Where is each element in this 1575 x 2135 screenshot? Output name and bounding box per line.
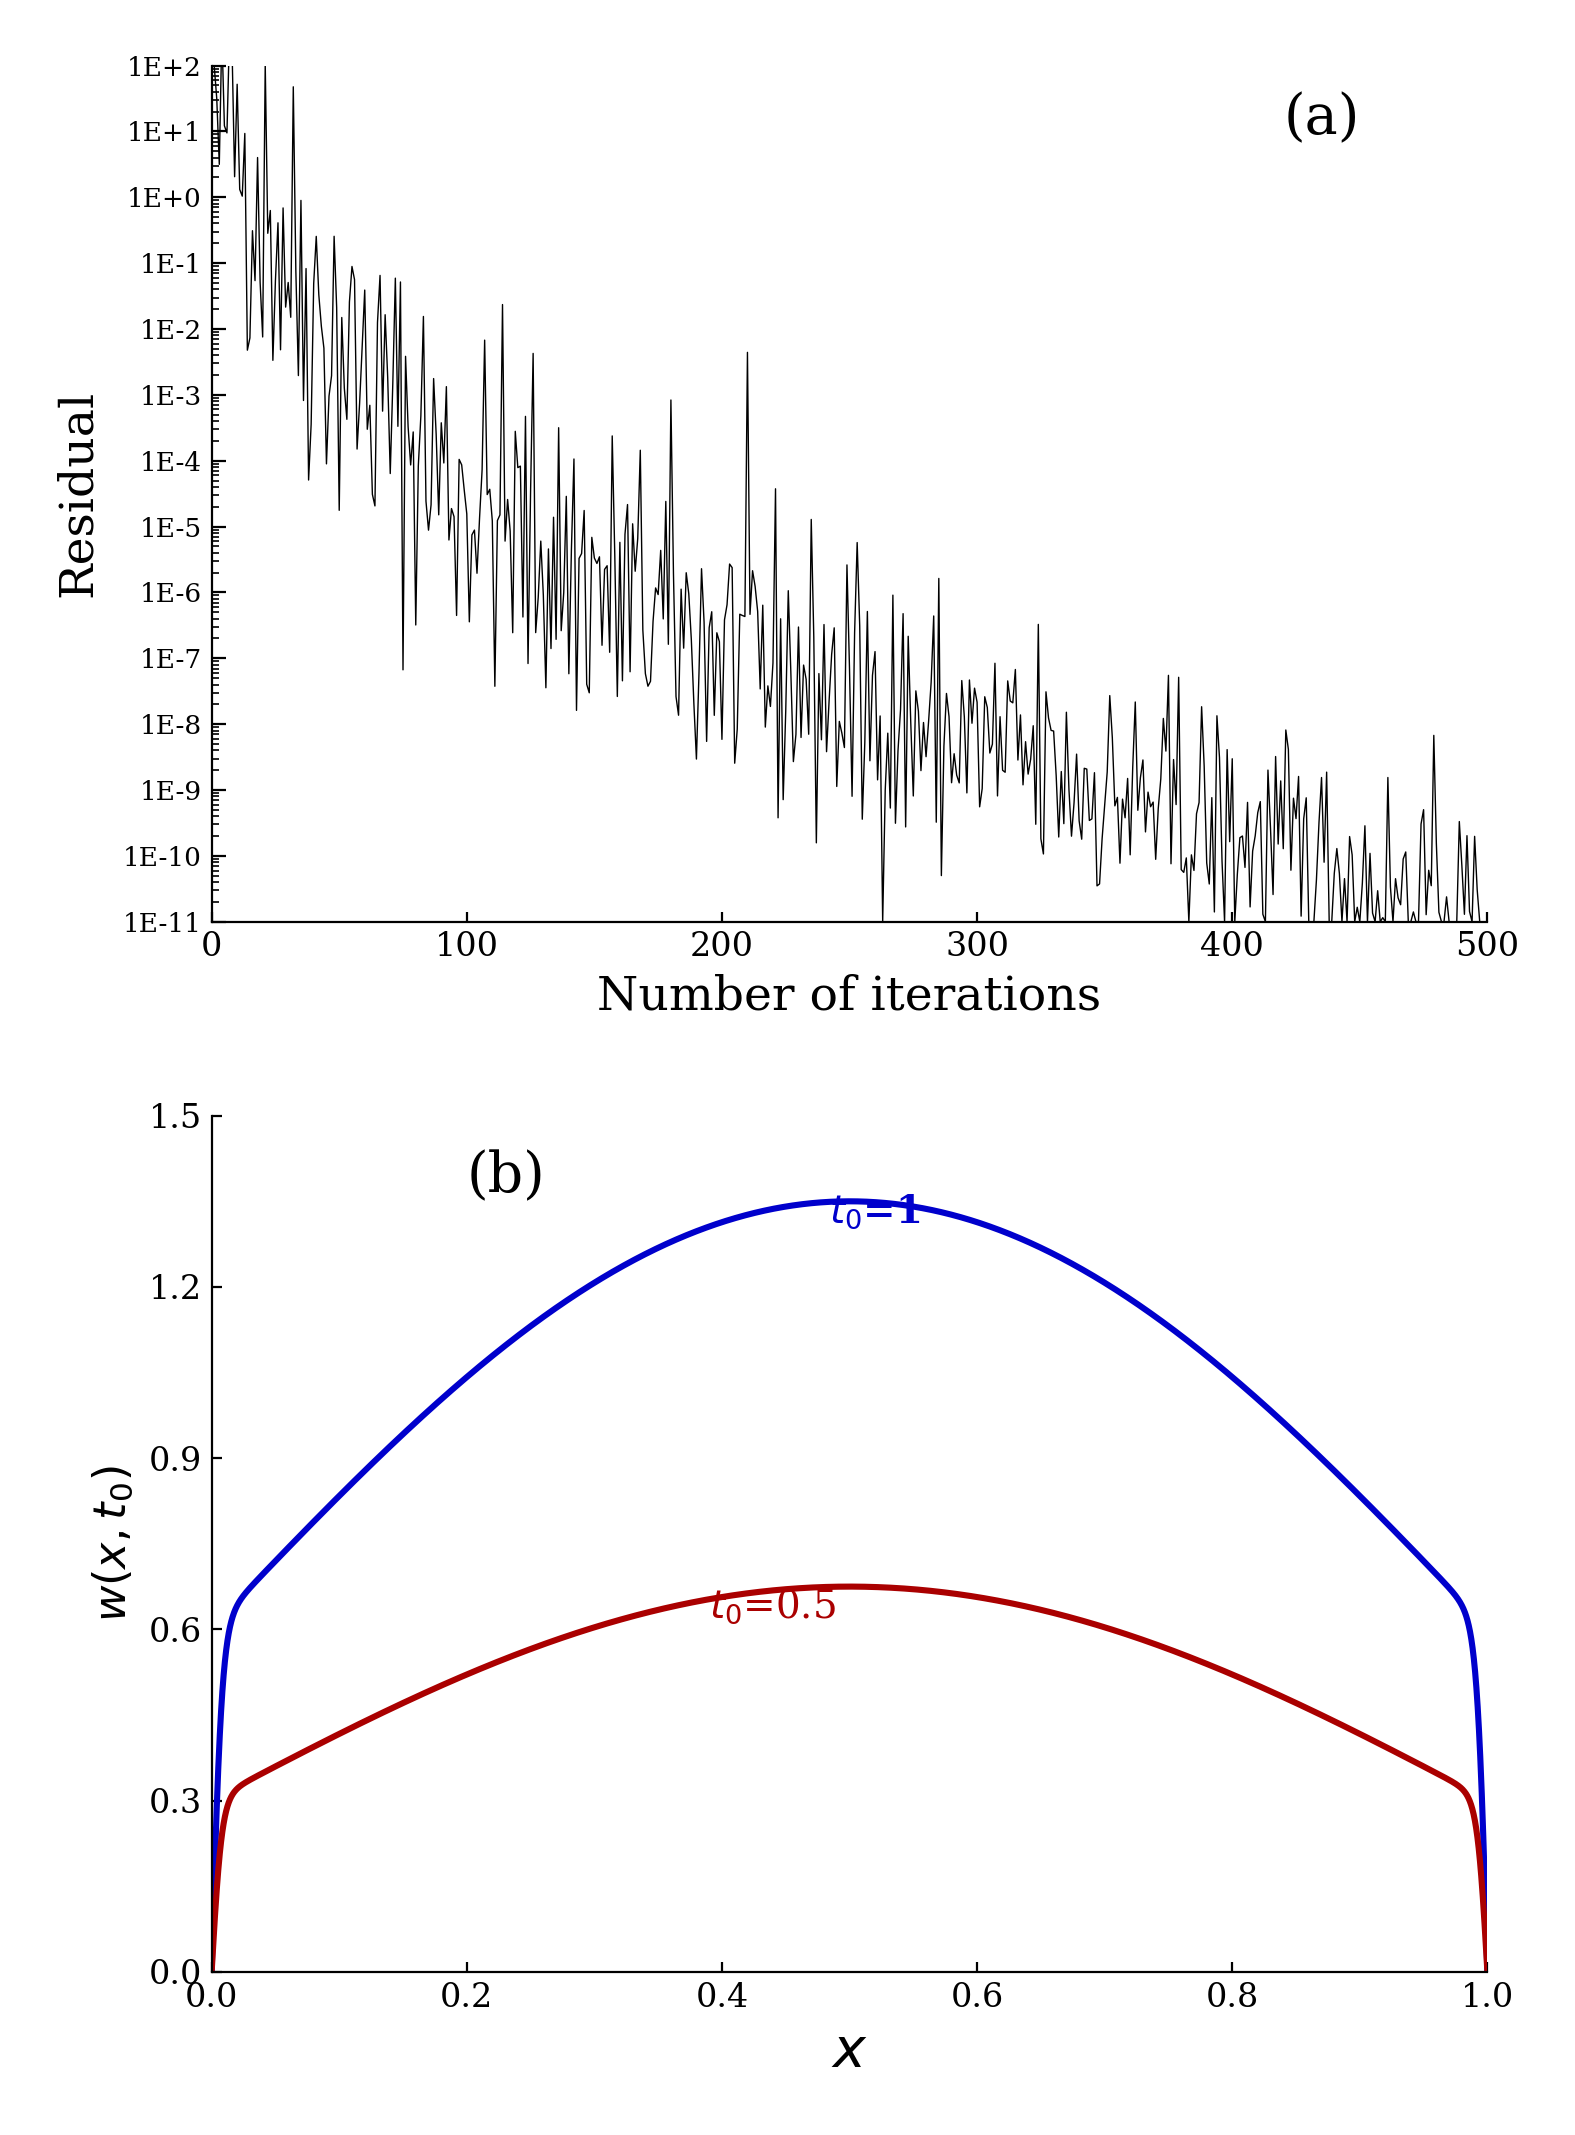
X-axis label: Number of iterations: Number of iterations bbox=[597, 974, 1101, 1021]
Y-axis label: $w(x,t_0)$: $w(x,t_0)$ bbox=[90, 1465, 134, 1623]
X-axis label: $x$: $x$ bbox=[832, 2024, 868, 2079]
Y-axis label: Residual: Residual bbox=[55, 391, 101, 598]
Text: $t_0$=0.5: $t_0$=0.5 bbox=[709, 1586, 836, 1627]
Text: $t_0$=1: $t_0$=1 bbox=[830, 1193, 921, 1232]
Text: (b): (b) bbox=[466, 1151, 545, 1204]
Text: (a): (a) bbox=[1284, 92, 1359, 145]
